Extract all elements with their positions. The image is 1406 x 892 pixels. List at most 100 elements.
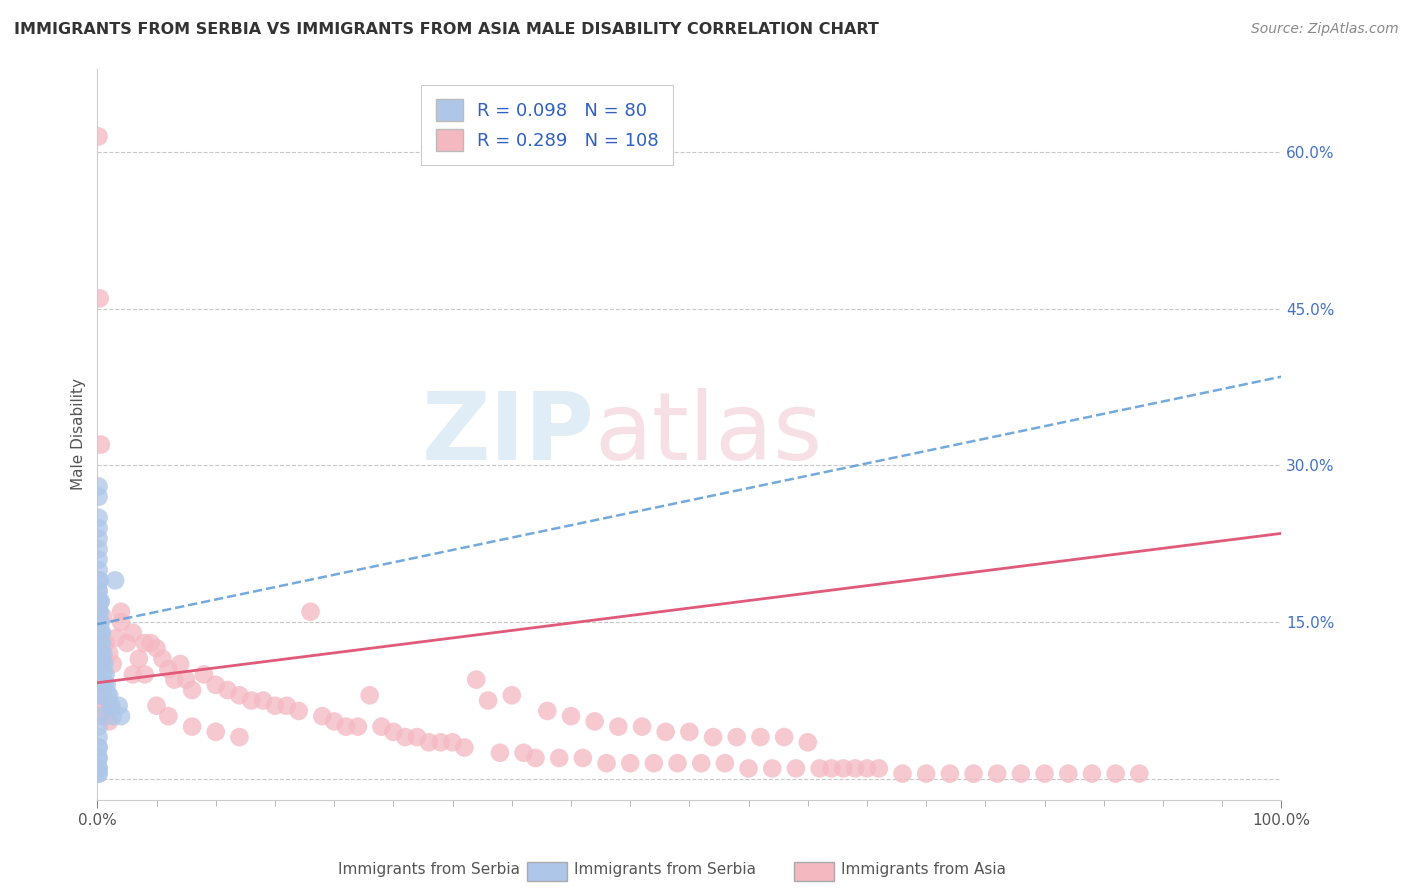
Point xyxy=(654,724,676,739)
Point xyxy=(89,625,111,640)
Point xyxy=(101,657,124,671)
Point xyxy=(477,693,499,707)
Point xyxy=(548,751,571,765)
Point xyxy=(87,657,110,671)
Point xyxy=(87,583,110,598)
Point xyxy=(87,730,110,744)
Point xyxy=(89,574,111,588)
Point xyxy=(87,751,110,765)
Point xyxy=(96,678,118,692)
Point xyxy=(89,667,111,681)
Point xyxy=(87,583,110,598)
Point xyxy=(122,667,145,681)
Point xyxy=(536,704,558,718)
Point xyxy=(607,720,630,734)
Point xyxy=(89,291,111,305)
Point xyxy=(87,647,110,661)
Point xyxy=(89,678,111,692)
Point xyxy=(87,594,110,608)
Point xyxy=(94,636,117,650)
Point xyxy=(87,761,110,775)
Point xyxy=(868,761,890,775)
Point xyxy=(264,698,287,713)
Point xyxy=(94,667,117,681)
Point xyxy=(87,615,110,629)
Point xyxy=(87,647,110,661)
Point xyxy=(761,761,783,775)
Point xyxy=(583,714,606,729)
Point xyxy=(115,636,138,650)
Point xyxy=(145,641,167,656)
Point xyxy=(90,667,112,681)
Point xyxy=(299,605,322,619)
Point xyxy=(702,730,724,744)
Point xyxy=(394,730,416,744)
Text: Immigrants from Serbia: Immigrants from Serbia xyxy=(339,863,520,877)
Point xyxy=(204,678,226,692)
Point xyxy=(418,735,440,749)
Point xyxy=(429,735,451,749)
Point xyxy=(87,761,110,775)
Point xyxy=(91,704,114,718)
Point xyxy=(157,662,180,676)
Point xyxy=(832,761,855,775)
Point xyxy=(1128,766,1150,780)
Point xyxy=(107,698,129,713)
Point xyxy=(90,615,112,629)
Point xyxy=(87,542,110,557)
Point xyxy=(87,129,110,144)
Point xyxy=(335,720,357,734)
Text: IMMIGRANTS FROM SERBIA VS IMMIGRANTS FROM ASIA MALE DISABILITY CORRELATION CHART: IMMIGRANTS FROM SERBIA VS IMMIGRANTS FRO… xyxy=(14,22,879,37)
Point xyxy=(91,647,114,661)
Point xyxy=(1010,766,1032,780)
Legend: R = 0.098   N = 80, R = 0.289   N = 108: R = 0.098 N = 80, R = 0.289 N = 108 xyxy=(422,85,673,165)
Point xyxy=(87,605,110,619)
Point xyxy=(98,647,121,661)
Point xyxy=(87,490,110,504)
Point xyxy=(89,678,111,692)
Point xyxy=(157,709,180,723)
Point xyxy=(163,673,186,687)
Point xyxy=(87,709,110,723)
Point xyxy=(90,688,112,702)
Point xyxy=(110,605,132,619)
Point xyxy=(90,678,112,692)
Point xyxy=(87,740,110,755)
Point xyxy=(785,761,807,775)
Point xyxy=(90,594,112,608)
Point xyxy=(91,678,114,692)
Text: Immigrants from Asia: Immigrants from Asia xyxy=(841,863,1005,877)
Point xyxy=(560,709,582,723)
Point xyxy=(915,766,938,780)
Text: atlas: atlas xyxy=(595,388,823,480)
Point xyxy=(501,688,523,702)
Point xyxy=(1057,766,1080,780)
Point xyxy=(382,724,405,739)
Point xyxy=(228,688,250,702)
Point xyxy=(90,647,112,661)
Point xyxy=(100,698,122,713)
Y-axis label: Male Disability: Male Disability xyxy=(72,378,86,490)
Point xyxy=(453,740,475,755)
Point xyxy=(87,751,110,765)
Point xyxy=(91,610,114,624)
Point xyxy=(87,532,110,546)
Point xyxy=(749,730,772,744)
Point xyxy=(87,720,110,734)
Point xyxy=(110,615,132,629)
Point xyxy=(678,724,700,739)
Point xyxy=(323,714,346,729)
Point xyxy=(204,724,226,739)
Point xyxy=(986,766,1008,780)
Point xyxy=(820,761,842,775)
Point xyxy=(87,625,110,640)
Point xyxy=(87,657,110,671)
Point xyxy=(169,657,191,671)
Point xyxy=(101,709,124,723)
Point xyxy=(240,693,263,707)
Point xyxy=(87,605,110,619)
Point xyxy=(87,667,110,681)
Point xyxy=(406,730,429,744)
Point xyxy=(87,667,110,681)
Point xyxy=(89,688,111,702)
